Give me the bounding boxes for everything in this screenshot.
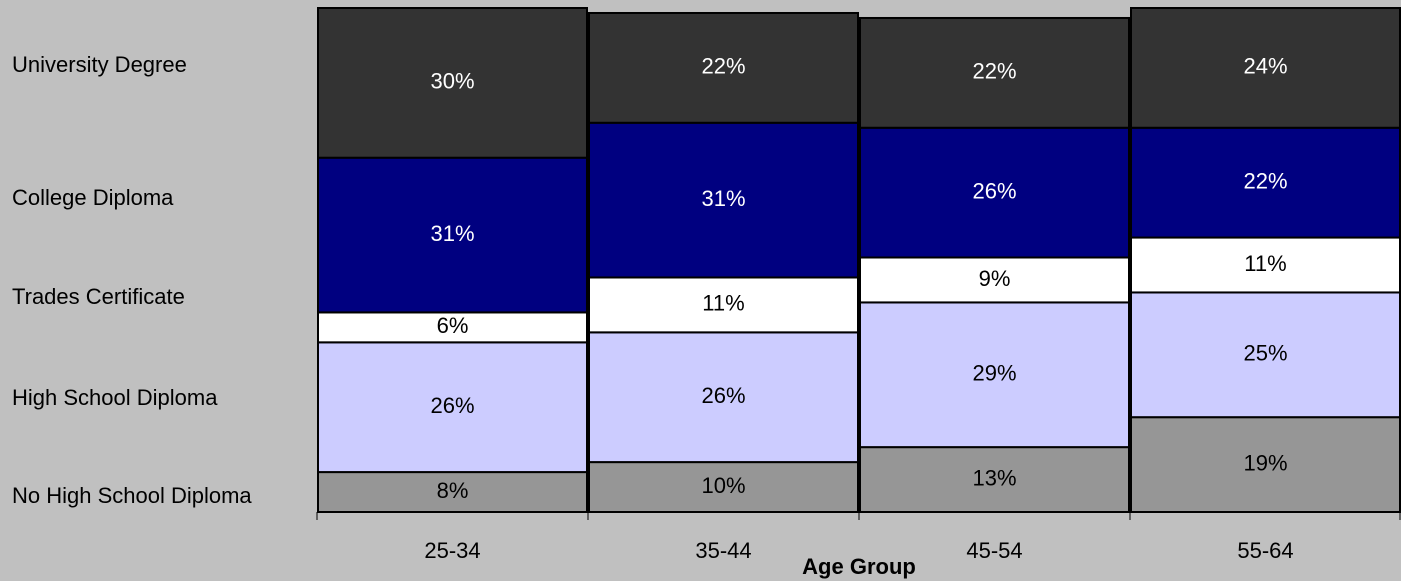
data-label: 13% [972, 465, 1016, 490]
bar-segment [588, 11, 859, 124]
bar-segment [859, 16, 1130, 129]
x-tick-label: 45-54 [966, 538, 1022, 563]
data-label: 29% [972, 361, 1016, 386]
bar-segment [859, 301, 1130, 449]
data-label: 26% [972, 178, 1016, 203]
bar-segment [859, 446, 1130, 514]
data-label: 22% [972, 59, 1016, 84]
data-label: 22% [1243, 168, 1287, 193]
data-label: 11% [702, 291, 744, 316]
data-label: 8% [437, 478, 469, 503]
legend-label: University Degree [12, 52, 187, 77]
legend-label: Trades Certificate [12, 284, 185, 309]
data-label: 30% [430, 69, 474, 94]
bar-segment [1130, 291, 1401, 419]
x-axis-title: Age Group [802, 554, 916, 579]
bar-segment [588, 121, 859, 279]
legend-label: High School Diploma [12, 385, 218, 410]
legend-label: College Diploma [12, 185, 174, 210]
bar-segment [1130, 236, 1401, 294]
data-label: 19% [1243, 450, 1287, 475]
data-label: 6% [437, 313, 469, 338]
bar-segment [317, 471, 588, 513]
bar-segment [1130, 126, 1401, 239]
data-label: 25% [1243, 341, 1287, 366]
data-label: 31% [701, 186, 745, 211]
data-label: 11% [1244, 251, 1286, 276]
data-label: 24% [1243, 54, 1287, 79]
bar-segment [588, 461, 859, 513]
bar-segment [317, 7, 588, 159]
data-label: 10% [701, 473, 745, 498]
data-label: 9% [979, 266, 1011, 291]
x-tick-label: 35-44 [695, 538, 751, 563]
data-label: 26% [701, 383, 745, 408]
bar-segment [588, 276, 859, 334]
x-tick-label: 55-64 [1237, 538, 1293, 563]
bar-segment [1130, 416, 1401, 513]
data-label: 31% [430, 221, 474, 246]
x-tick-label: 25-34 [424, 538, 480, 563]
bar-segment [859, 256, 1130, 304]
data-label: 26% [430, 393, 474, 418]
data-label: 22% [701, 54, 745, 79]
bar-segment [317, 341, 588, 474]
bar-segment [1130, 7, 1401, 129]
legend-label: No High School Diploma [12, 483, 252, 508]
bar-segment [317, 156, 588, 314]
bar-segment [588, 331, 859, 464]
